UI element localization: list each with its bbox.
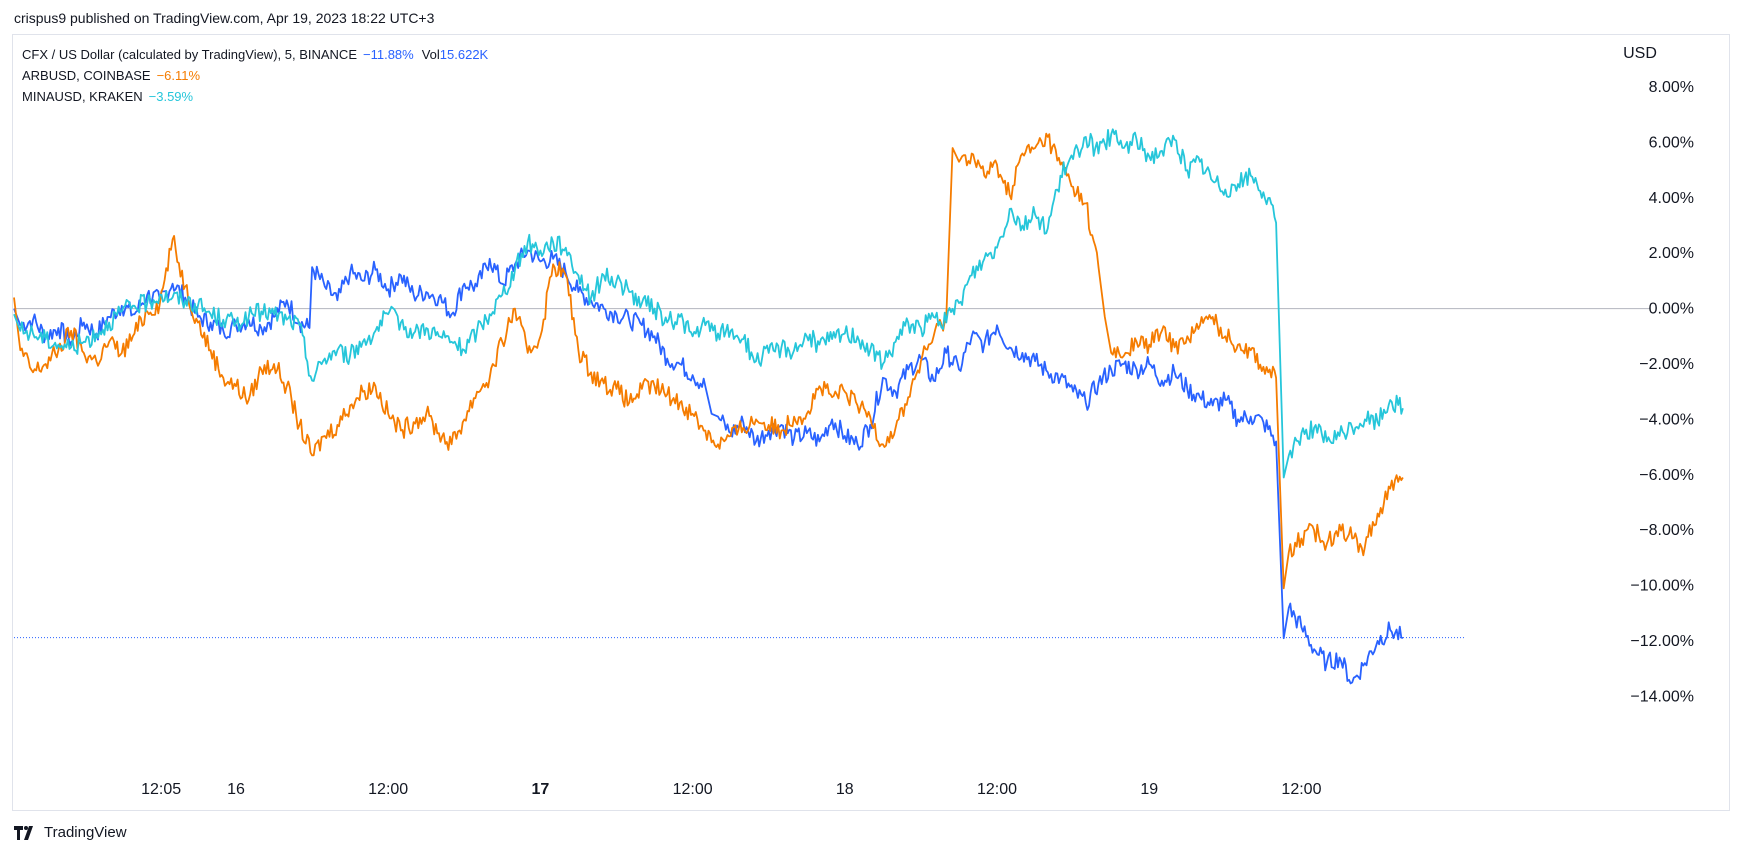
legend-label-cfx: CFX / US Dollar (calculated by TradingVi… [22, 47, 357, 62]
x-tick-label: 12:00 [1281, 781, 1321, 798]
y-tick-label: 6.00% [1649, 134, 1694, 151]
legend-vol-value: 15.622K [439, 47, 489, 62]
y-tick-label: −8.00% [1639, 522, 1694, 539]
legend-label-mina: MINAUSD, KRAKEN [22, 89, 143, 104]
x-tick-label: 12:00 [368, 781, 408, 798]
tradingview-logo-icon [14, 825, 33, 840]
chart-frame[interactable] [12, 34, 1730, 811]
legend-value-mina: −3.59% [148, 89, 194, 104]
published-line: crispus9 published on TradingView.com, A… [14, 10, 435, 26]
legend-row-mina[interactable]: MINAUSD, KRAKEN −3.59% [22, 86, 488, 107]
y-tick-label: −10.00% [1630, 578, 1694, 595]
y-tick-label: 0.00% [1649, 301, 1694, 318]
series-line-mina[interactable] [13, 128, 1404, 479]
legend-vol-label: Vol [421, 47, 440, 62]
y-tick-label: −6.00% [1639, 467, 1694, 484]
y-axis-unit-label: USD [1623, 45, 1657, 62]
y-tick-label: −4.00% [1639, 411, 1694, 428]
x-tick-label: 18 [836, 781, 854, 798]
y-tick-label: −2.00% [1639, 356, 1694, 373]
y-tick-label: 8.00% [1649, 79, 1694, 96]
y-tick-label: −14.00% [1630, 688, 1694, 705]
x-tick-label: 12:00 [673, 781, 713, 798]
series-line-arb[interactable] [13, 132, 1404, 590]
y-tick-label: 4.00% [1649, 190, 1694, 207]
x-tick-label: 17 [531, 781, 549, 798]
legend-row-arb[interactable]: ARBUSD, COINBASE −6.11% [22, 65, 488, 86]
x-tick-label: 12:00 [977, 781, 1017, 798]
series-line-cfx[interactable] [13, 247, 1404, 685]
legend-row-cfx[interactable]: CFX / US Dollar (calculated by TradingVi… [22, 44, 488, 65]
legend-value-cfx: −11.88% [363, 47, 414, 62]
legend-value-arb: −6.11% [156, 68, 201, 83]
x-tick-label: 12:05 [141, 781, 181, 798]
x-tick-label: 16 [227, 781, 245, 798]
chart-legend: CFX / US Dollar (calculated by TradingVi… [22, 44, 488, 107]
y-tick-label: −12.00% [1630, 633, 1694, 650]
legend-label-arb: ARBUSD, COINBASE [22, 68, 151, 83]
x-tick-label: 19 [1140, 781, 1158, 798]
y-tick-label: 2.00% [1649, 245, 1694, 262]
footer-brand[interactable]: TradingView [14, 824, 127, 841]
footer-brand-label: TradingView [44, 824, 127, 841]
